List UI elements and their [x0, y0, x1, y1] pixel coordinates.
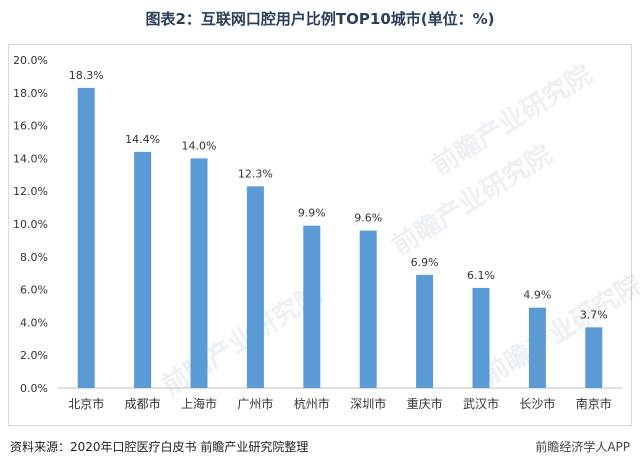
chart-frame	[8, 44, 632, 426]
x-tick-label: 长沙市	[519, 396, 555, 411]
footer-watermark: 前瞻经济学人APP	[535, 440, 630, 454]
x-tick-label: 深圳市	[350, 396, 386, 411]
bar	[528, 307, 546, 388]
y-tick-label: 8.0%	[20, 251, 48, 264]
bar	[303, 225, 321, 388]
data-label: 14.4%	[125, 133, 160, 146]
x-tick-label: 上海市	[181, 396, 217, 411]
bar	[472, 287, 490, 388]
x-tick-label: 重庆市	[407, 396, 443, 411]
bar	[134, 151, 152, 388]
footer: 资料来源：2020年口腔医疗白皮书 前瞻产业研究院整理 前瞻经济学人APP	[8, 434, 632, 458]
x-tick-label: 广州市	[237, 396, 273, 411]
data-label: 9.6%	[354, 212, 382, 225]
y-tick-label: 14.0%	[13, 152, 48, 165]
y-tick-label: 10.0%	[13, 218, 48, 231]
data-label: 6.1%	[467, 269, 495, 282]
y-tick-label: 12.0%	[13, 185, 48, 198]
y-tick-label: 6.0%	[20, 284, 48, 297]
data-label: 12.3%	[238, 167, 273, 180]
x-tick-label: 北京市	[68, 396, 104, 411]
y-tick-label: 2.0%	[20, 349, 48, 362]
x-tick-label: 武汉市	[463, 396, 499, 411]
source-note: 资料来源：2020年口腔医疗白皮书 前瞻产业研究院整理	[10, 440, 309, 454]
bar-chart: 0.0% 2.0% 4.0% 6.0% 8.0% 10.0% 12.0% 14.0% 16.0%…	[13, 54, 622, 411]
bar	[416, 274, 434, 388]
bar	[190, 158, 208, 388]
x-tick-label: 成都市	[125, 396, 161, 411]
bar	[359, 230, 377, 388]
data-label: 14.0%	[182, 139, 217, 152]
y-tick-label: 20.0%	[13, 54, 48, 67]
chart-title: 图表2：互联网口腔用户比例TOP10城市(单位：%)	[145, 10, 495, 28]
y-tick-label: 4.0%	[20, 316, 48, 329]
x-tick-label: 南京市	[576, 396, 612, 411]
data-label: 4.9%	[523, 289, 551, 302]
y-tick-label: 16.0%	[13, 120, 48, 133]
data-label: 3.7%	[580, 308, 608, 321]
bar	[77, 87, 95, 388]
bar	[585, 327, 603, 388]
x-tick-label: 杭州市	[294, 396, 330, 411]
data-label: 18.3%	[69, 69, 104, 82]
y-tick-label: 18.0%	[13, 87, 48, 100]
data-label: 9.9%	[298, 207, 326, 220]
y-tick-label: 0.0%	[20, 382, 48, 395]
bar	[246, 186, 264, 388]
data-label: 6.9%	[411, 256, 439, 269]
